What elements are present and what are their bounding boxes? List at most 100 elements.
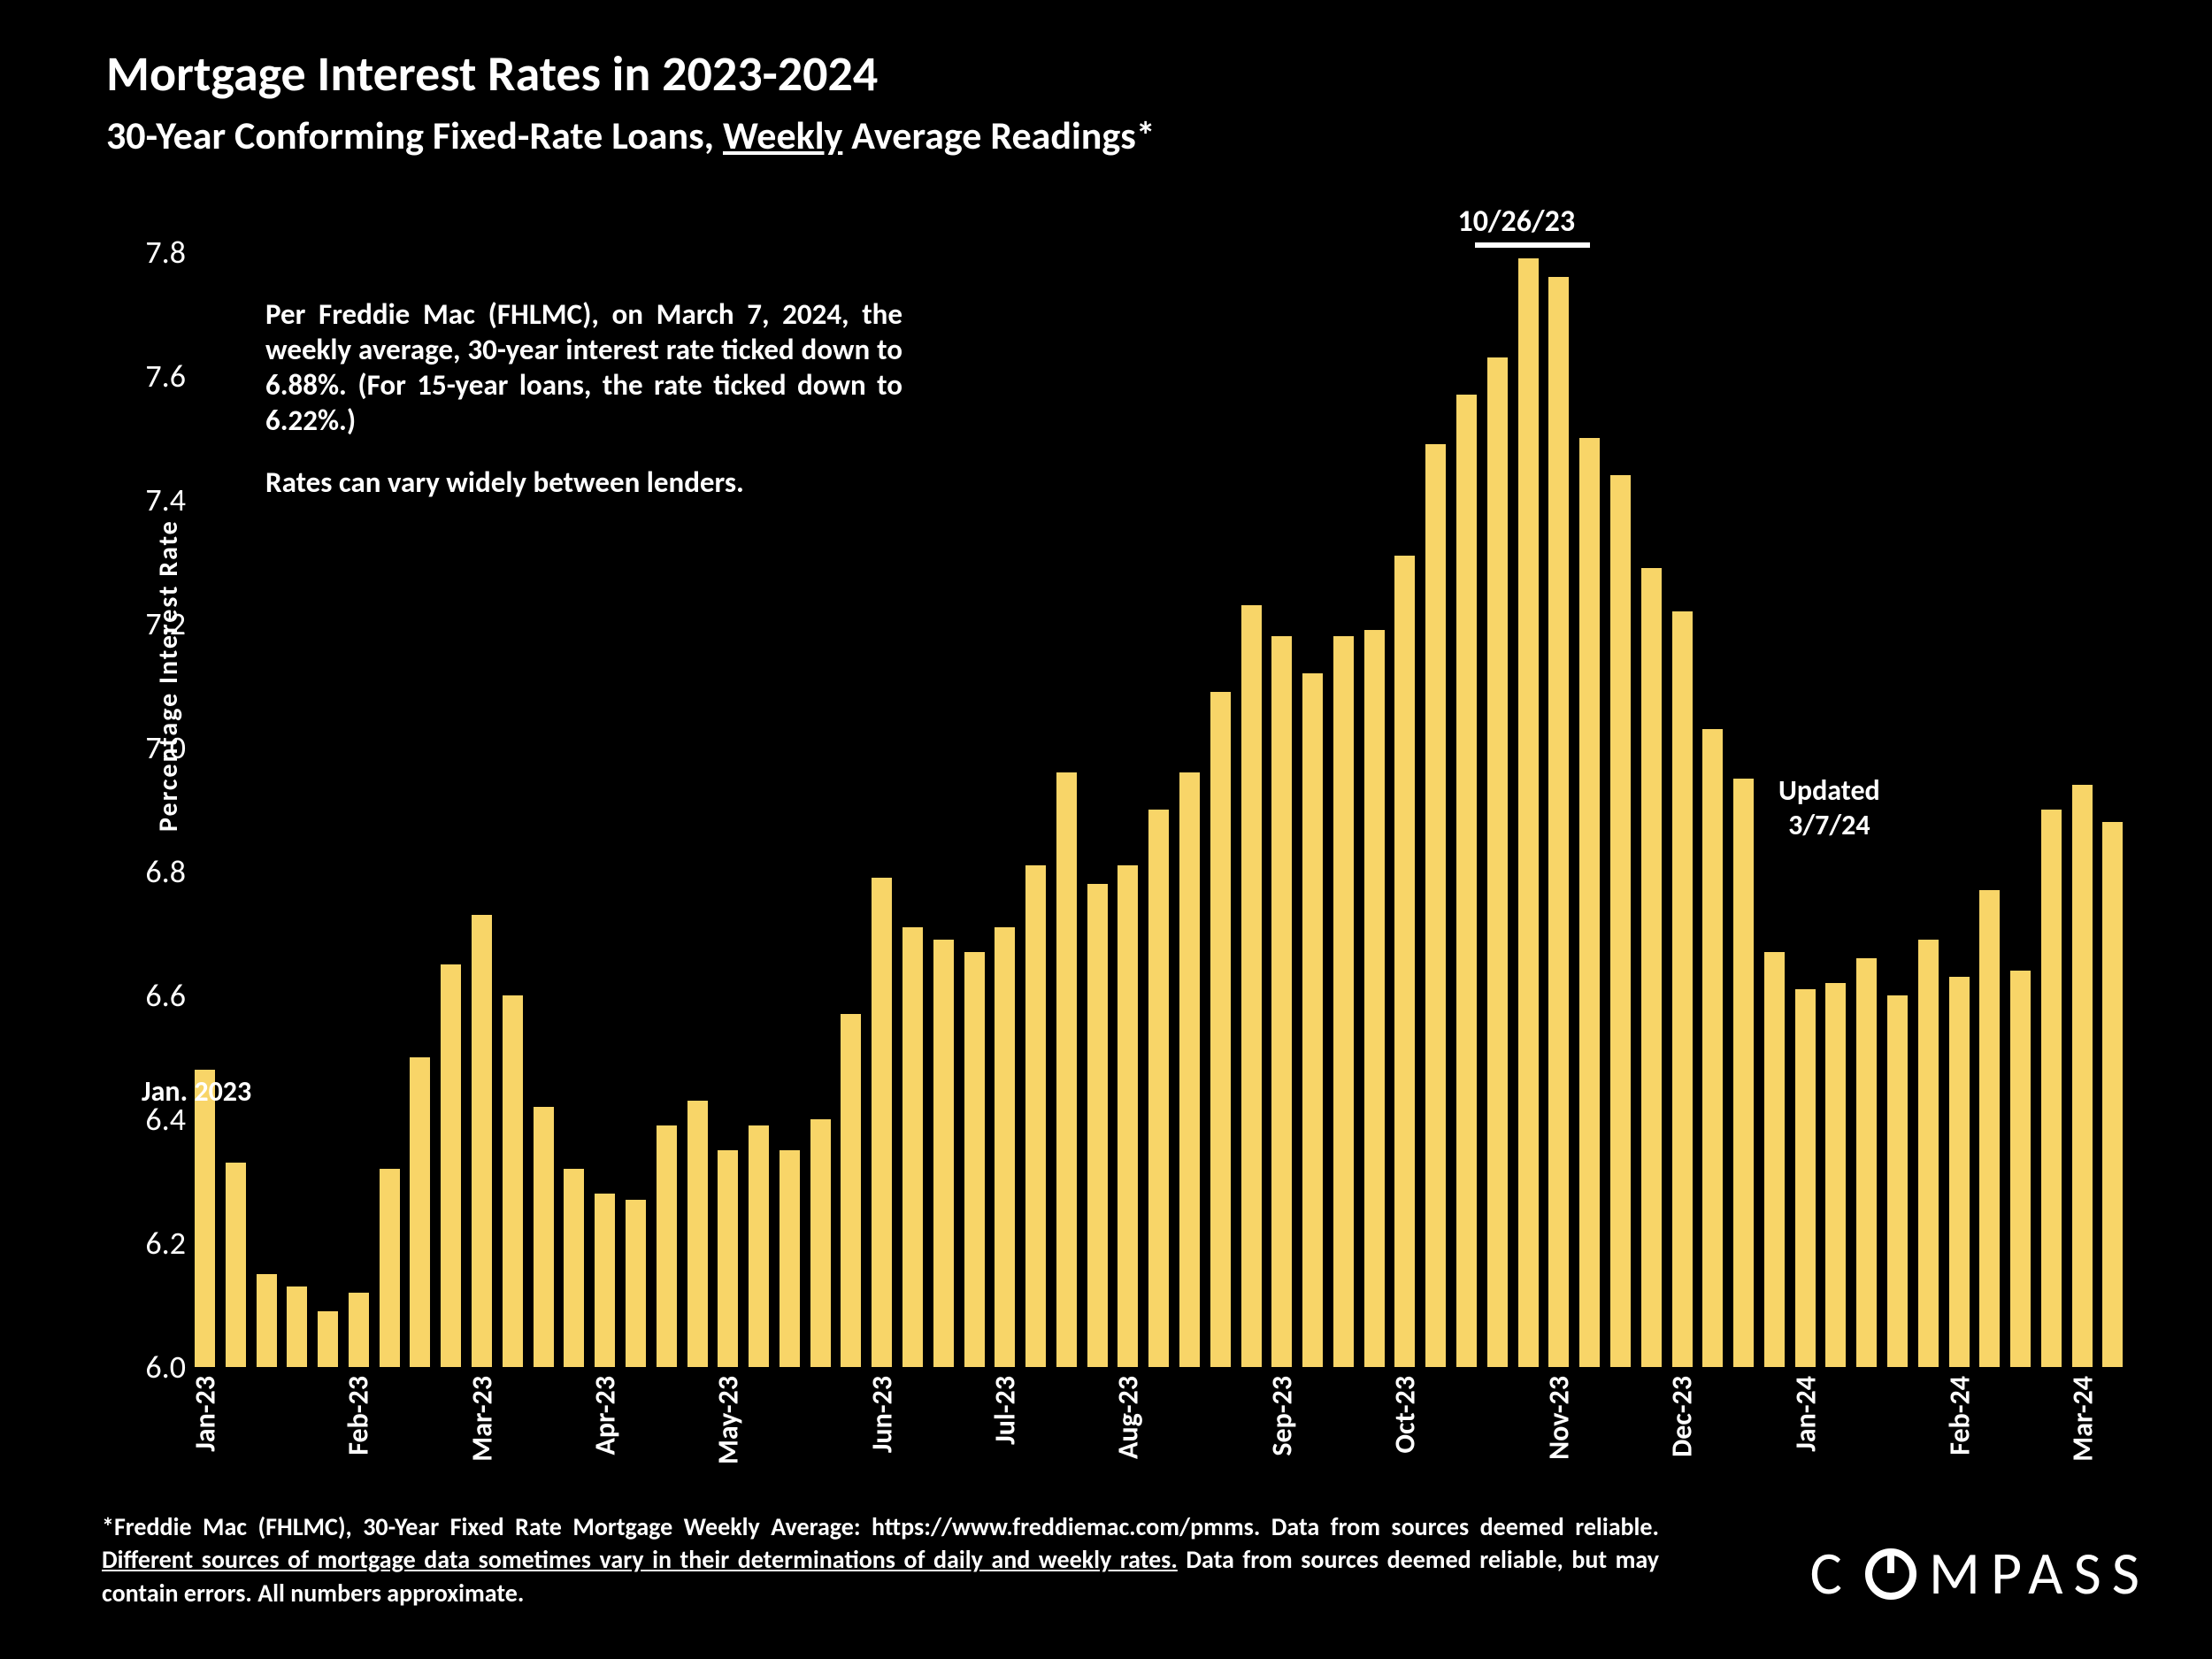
bar bbox=[1118, 865, 1138, 1367]
bar bbox=[1518, 258, 1539, 1367]
y-tick-label: 7.0 bbox=[145, 728, 186, 767]
peak-indicator-line bbox=[1475, 242, 1590, 248]
bar bbox=[2041, 810, 2062, 1367]
bar bbox=[472, 915, 492, 1367]
bar bbox=[1949, 977, 1970, 1367]
bar bbox=[749, 1125, 769, 1367]
x-tick-label: Jan-23 bbox=[188, 1376, 222, 1452]
bar bbox=[933, 940, 954, 1367]
footnote-a: *Freddie Mac (FHLMC), 30-Year Fixed Rate… bbox=[102, 1511, 1659, 1542]
footnote: *Freddie Mac (FHLMC), 30-Year Fixed Rate… bbox=[102, 1510, 1659, 1610]
logo-text-c: C bbox=[1810, 1537, 1853, 1610]
x-tick-label: Aug-23 bbox=[1111, 1376, 1146, 1459]
bar bbox=[1364, 630, 1385, 1367]
bar bbox=[841, 1014, 861, 1367]
logo-compass-icon bbox=[1865, 1548, 1916, 1600]
bar bbox=[287, 1286, 307, 1367]
x-tick-label: Oct-23 bbox=[1388, 1376, 1423, 1454]
bar bbox=[1610, 475, 1631, 1367]
bar bbox=[902, 927, 923, 1367]
bar bbox=[810, 1119, 831, 1367]
bar bbox=[1641, 568, 1662, 1367]
bar bbox=[995, 927, 1015, 1367]
bar bbox=[1056, 772, 1077, 1367]
bar bbox=[1979, 890, 2000, 1367]
bar bbox=[410, 1057, 430, 1367]
y-tick-label: 7.8 bbox=[145, 233, 186, 272]
y-tick-label: 6.0 bbox=[145, 1348, 186, 1386]
x-tick-label: Feb-24 bbox=[1942, 1376, 1977, 1455]
x-tick-label: Dec-23 bbox=[1665, 1376, 1700, 1457]
bar bbox=[1887, 995, 1908, 1367]
bar bbox=[626, 1200, 646, 1367]
y-tick-label: 6.8 bbox=[145, 852, 186, 891]
bar bbox=[1425, 444, 1446, 1367]
bar bbox=[1456, 395, 1477, 1367]
note-paragraph-1: Per Freddie Mac (FHLMC), on March 7, 202… bbox=[265, 296, 902, 438]
bar bbox=[2102, 822, 2123, 1367]
bar bbox=[564, 1169, 584, 1367]
bar bbox=[1733, 779, 1754, 1367]
y-tick-label: 7.4 bbox=[145, 480, 186, 519]
logo-text-mpass: MPASS bbox=[1929, 1537, 2150, 1610]
y-tick-label: 7.2 bbox=[145, 604, 186, 643]
bar bbox=[1087, 884, 1108, 1367]
x-tick-label: Feb-23 bbox=[342, 1376, 376, 1455]
bar bbox=[718, 1150, 738, 1367]
bar bbox=[257, 1274, 277, 1367]
explanatory-note: Per Freddie Mac (FHLMC), on March 7, 202… bbox=[265, 296, 902, 526]
bar bbox=[349, 1293, 369, 1367]
bar bbox=[1241, 605, 1262, 1367]
annotation-jan-2023: Jan. 2023 bbox=[142, 1074, 251, 1109]
x-tick-label: Mar-24 bbox=[2065, 1376, 2100, 1462]
annotation-peak-date: 10/26/23 bbox=[1457, 204, 1575, 240]
bar bbox=[1795, 989, 1816, 1367]
chart-title: Mortgage Interest Rates in 2023-2024 bbox=[106, 44, 1156, 104]
subtitle-underlined: Weekly bbox=[723, 111, 842, 159]
bar bbox=[1148, 810, 1169, 1367]
bar bbox=[1333, 636, 1354, 1367]
bar bbox=[780, 1150, 800, 1367]
x-tick-label: Jul-23 bbox=[988, 1376, 1023, 1445]
bar bbox=[1825, 983, 1846, 1367]
bar bbox=[1210, 692, 1231, 1367]
bar bbox=[441, 964, 461, 1367]
footnote-underlined: Different sources of mortgage data somet… bbox=[102, 1544, 1178, 1575]
bar bbox=[1856, 958, 1877, 1367]
bar bbox=[1672, 611, 1693, 1367]
bar bbox=[380, 1169, 400, 1367]
bar bbox=[595, 1194, 615, 1367]
x-tick-label: Mar-23 bbox=[465, 1376, 499, 1462]
bar bbox=[872, 878, 892, 1367]
bar bbox=[1394, 556, 1415, 1367]
compass-logo: C MPASS bbox=[1810, 1537, 2150, 1610]
bar bbox=[1548, 277, 1569, 1367]
annotation-updated-a: Updated bbox=[1778, 773, 1880, 808]
subtitle-part-a: 30-Year Conforming Fixed-Rate Loans, bbox=[106, 111, 723, 159]
x-tick-label: Nov-23 bbox=[1542, 1376, 1577, 1460]
bar bbox=[1025, 865, 1046, 1367]
bar bbox=[195, 1070, 215, 1367]
bar bbox=[226, 1163, 246, 1367]
bar bbox=[1271, 636, 1292, 1367]
y-axis-ticks: 6.06.26.46.66.87.07.27.47.67.8 bbox=[97, 252, 186, 1367]
y-tick-label: 6.2 bbox=[145, 1224, 186, 1263]
bar bbox=[1579, 438, 1600, 1367]
bar bbox=[534, 1107, 554, 1367]
bar bbox=[657, 1125, 677, 1367]
bar bbox=[318, 1311, 338, 1367]
subtitle-part-b: Average Readings* bbox=[842, 111, 1155, 159]
chart-subtitle: 30-Year Conforming Fixed-Rate Loans, Wee… bbox=[106, 111, 1156, 159]
bar bbox=[1764, 952, 1785, 1367]
bar bbox=[1487, 357, 1508, 1367]
bar bbox=[964, 952, 985, 1367]
note-paragraph-2: Rates can vary widely between lenders. bbox=[265, 465, 902, 500]
bar bbox=[2072, 785, 2093, 1367]
annotation-updated: Updated 3/7/24 bbox=[1778, 773, 1880, 842]
title-block: Mortgage Interest Rates in 2023-2024 30-… bbox=[106, 44, 1156, 159]
x-tick-label: Jan-24 bbox=[1788, 1376, 1823, 1452]
y-tick-label: 7.6 bbox=[145, 357, 186, 396]
bar bbox=[503, 995, 523, 1367]
x-tick-label: Apr-23 bbox=[588, 1376, 622, 1455]
y-tick-label: 6.6 bbox=[145, 976, 186, 1015]
